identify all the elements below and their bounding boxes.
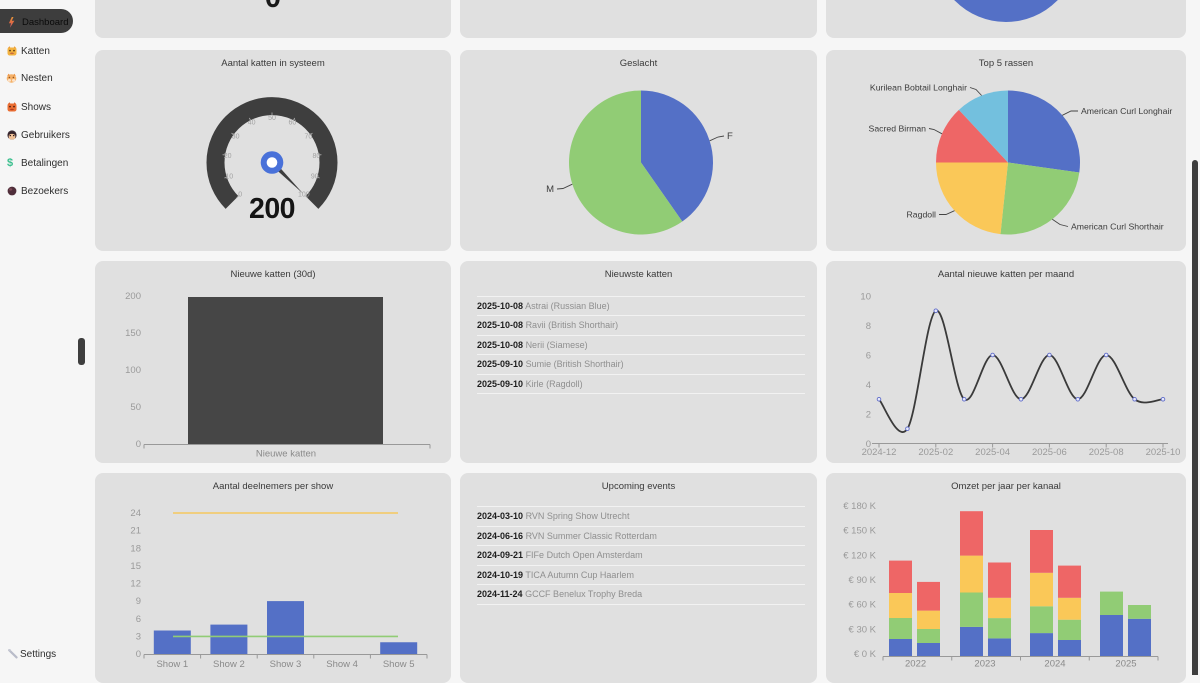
svg-text:0: 0 <box>265 0 281 14</box>
svg-text:70: 70 <box>305 133 313 140</box>
svg-text:Show 3: Show 3 <box>270 659 302 670</box>
svg-text:2025: 2025 <box>1115 659 1136 670</box>
svg-text:200: 200 <box>249 193 295 225</box>
svg-text:€ 180 K: € 180 K <box>843 501 876 512</box>
svg-text:M: M <box>546 184 554 195</box>
svg-text:2023: 2023 <box>974 659 995 670</box>
svg-text:2025-02: 2025-02 <box>918 447 953 458</box>
svg-text:F: F <box>727 131 733 142</box>
svg-text:2022: 2022 <box>905 659 926 670</box>
svg-text:€ 30 K: € 30 K <box>849 624 877 635</box>
svg-text:2025-04: 2025-04 <box>975 447 1010 458</box>
svg-text:80: 80 <box>313 152 321 159</box>
svg-text:6: 6 <box>866 351 871 362</box>
svg-text:18: 18 <box>130 543 141 554</box>
svg-text:2024-12: 2024-12 <box>862 447 897 458</box>
svg-text:Ragdoll: Ragdoll <box>907 209 937 219</box>
svg-text:4: 4 <box>866 380 871 391</box>
svg-text:American Curl Shorthair: American Curl Shorthair <box>1071 221 1164 231</box>
svg-text:150: 150 <box>125 328 141 339</box>
svg-text:2025-10: 2025-10 <box>1146 447 1181 458</box>
svg-text:50: 50 <box>130 402 141 413</box>
svg-text:Show 5: Show 5 <box>383 659 415 670</box>
svg-text:Kurilean Bobtail Longhair: Kurilean Bobtail Longhair <box>870 82 967 92</box>
svg-text:2024: 2024 <box>1044 659 1065 670</box>
svg-text:12: 12 <box>130 579 141 590</box>
svg-text:20: 20 <box>224 152 232 159</box>
svg-text:Show 1: Show 1 <box>156 659 188 670</box>
svg-text:90: 90 <box>311 173 319 180</box>
svg-text:6: 6 <box>136 614 141 625</box>
svg-text:3: 3 <box>136 631 141 642</box>
svg-text:60: 60 <box>289 119 297 126</box>
svg-text:0: 0 <box>136 649 141 660</box>
svg-text:€ 150 K: € 150 K <box>843 526 876 537</box>
svg-text:Sacred Birman: Sacred Birman <box>869 123 927 133</box>
svg-text:24: 24 <box>130 508 141 519</box>
svg-text:200: 200 <box>125 291 141 302</box>
svg-text:50: 50 <box>268 114 276 121</box>
svg-text:21: 21 <box>130 526 141 537</box>
svg-text:American Curl Longhair: American Curl Longhair <box>1081 106 1172 116</box>
svg-text:€ 90 K: € 90 K <box>849 575 877 586</box>
svg-text:8: 8 <box>866 321 871 332</box>
svg-text:€ 0 K: € 0 K <box>854 649 877 660</box>
svg-text:15: 15 <box>130 561 141 572</box>
svg-text:10: 10 <box>225 173 233 180</box>
svg-text:0: 0 <box>136 439 141 450</box>
svg-text:2: 2 <box>866 410 871 421</box>
svg-text:100: 100 <box>298 191 310 198</box>
svg-text:Show 2: Show 2 <box>213 659 245 670</box>
svg-text:10: 10 <box>860 292 871 303</box>
svg-text:2025-06: 2025-06 <box>1032 447 1067 458</box>
svg-text:Nieuwe katten: Nieuwe katten <box>256 449 316 460</box>
svg-text:€ 120 K: € 120 K <box>843 550 876 561</box>
svg-text:100: 100 <box>125 365 141 376</box>
svg-text:€ 60 K: € 60 K <box>849 600 877 611</box>
svg-text:9: 9 <box>136 596 141 607</box>
svg-text:30: 30 <box>232 133 240 140</box>
svg-text:Show 4: Show 4 <box>326 659 358 670</box>
svg-text:0: 0 <box>238 191 242 198</box>
svg-text:40: 40 <box>248 119 256 126</box>
svg-text:2025-08: 2025-08 <box>1089 447 1124 458</box>
